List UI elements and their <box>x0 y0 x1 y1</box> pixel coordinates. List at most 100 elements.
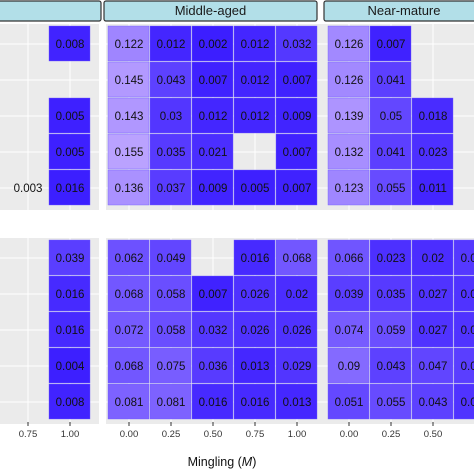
heatmap-cell <box>327 239 370 276</box>
cell-value-label: 0.012 <box>157 39 186 51</box>
facet-panel-5: 0.062 0.049 0.016 0.068 0.068 0.058 0.007 0.026… <box>106 238 326 424</box>
heatmap-cell <box>107 169 150 206</box>
heatmap-cell <box>411 383 454 420</box>
heatmap-cell <box>107 61 150 98</box>
cell-value-label: 0.035 <box>377 289 406 301</box>
heatmap-cell <box>233 25 276 62</box>
heatmap-cell <box>411 311 454 348</box>
heatmap-cell <box>411 133 454 170</box>
cell-value-label: 0.016 <box>56 289 85 301</box>
heatmap-cell <box>48 275 91 312</box>
cell-value-label: 0.062 <box>115 253 144 265</box>
heatmap-cell <box>275 25 318 62</box>
x-tick-label: 1.00 <box>288 429 307 440</box>
cell-value-label: 0.02 <box>422 253 444 265</box>
cell-value-label: 0.009 <box>199 183 228 195</box>
cell-value-label: 0.047 <box>419 361 448 373</box>
heatmap-cell <box>48 347 91 384</box>
heatmap-cell <box>149 311 192 348</box>
heatmap-cell <box>275 383 318 420</box>
heatmap-cell <box>149 275 192 312</box>
cell-value-label: 0.003 <box>14 183 43 195</box>
cell-value-label: 0.068 <box>115 361 144 373</box>
cell-value-label: 0.012 <box>199 111 228 123</box>
cell-value-label: 0.018 <box>419 111 448 123</box>
heatmap-cell <box>107 133 150 170</box>
heatmap-cell <box>233 347 276 384</box>
cell-value-label: 0.002 <box>199 39 228 51</box>
heatmap-cell <box>191 383 234 420</box>
cell-value-label: 0.039 <box>56 253 85 265</box>
heatmap-cell <box>149 239 192 276</box>
heatmap-cell <box>369 275 412 312</box>
cell-value-label: 0.039 <box>461 361 474 373</box>
heatmap-cell <box>107 347 150 384</box>
x-tick-label: 0.50 <box>204 429 223 440</box>
heatmap-cell <box>191 133 234 170</box>
cell-value-label: 0.055 <box>377 183 406 195</box>
cell-value-label: 0.059 <box>377 325 406 337</box>
cell-value-label: 0.008 <box>56 39 85 51</box>
cell-value-label: 0.051 <box>335 397 364 409</box>
heatmap-cell <box>48 25 91 62</box>
heatmap-cell <box>453 239 474 276</box>
heatmap-cell <box>107 239 150 276</box>
facet-strip <box>0 0 102 22</box>
cell-value-label: 0.007 <box>377 39 406 51</box>
heatmap-cell <box>275 133 318 170</box>
heatmap-cell <box>107 275 150 312</box>
x-axis-ticks: 0.75 1.00 0.00 0.25 0.50 0.75 1.00 0.00 0.25 0.50 <box>19 422 443 440</box>
cell-value-label: 0.009 <box>283 111 312 123</box>
x-tick-label: 0.00 <box>120 429 139 440</box>
facet-strip <box>323 0 474 22</box>
cell-value-label: 0.05 <box>380 111 402 123</box>
heatmap-cell <box>191 275 234 312</box>
cell-value-label: 0.005 <box>241 183 270 195</box>
cell-value-label: 0.049 <box>157 253 186 265</box>
heatmap-cell <box>275 275 318 312</box>
heatmap-cell <box>327 61 370 98</box>
heatmap-cell <box>411 169 454 206</box>
cell-value-label: 0.066 <box>335 253 364 265</box>
heatmap-cell <box>327 383 370 420</box>
heatmap-cell <box>149 169 192 206</box>
heatmap-cell <box>327 25 370 62</box>
facet-panel-2: 0.122 0.012 0.002 0.012 0.032 0.145 0.043 0.007… <box>103 0 326 210</box>
heatmap-cell <box>107 311 150 348</box>
cell-value-label: 0.021 <box>199 147 228 159</box>
cell-value-label: 0.122 <box>115 39 144 51</box>
facet-panels: 00.0080.00530.00530.0160.003ng0.1220.012… <box>0 0 474 424</box>
heatmap-cell <box>369 239 412 276</box>
facet-panel-6: 0.066 0.023 0.02 0.033 0.039 0.035 0.027 0.027 0… <box>326 238 474 424</box>
heatmap-cell <box>48 97 91 134</box>
heatmap-cell <box>191 61 234 98</box>
heatmap-cell <box>48 383 91 420</box>
cell-value-label: 0.043 <box>419 397 448 409</box>
cell-value-label: 0.007 <box>199 289 228 301</box>
cell-value-label: 0.023 <box>419 147 448 159</box>
heatmap-cell <box>275 169 318 206</box>
cell-value-label: 0.03 <box>160 111 182 123</box>
cell-value-label: 0.039 <box>335 289 364 301</box>
heatmap-cell <box>191 97 234 134</box>
cell-value-label: 0.058 <box>157 325 186 337</box>
heatmap-cell <box>48 169 91 206</box>
x-tick-label: 0.50 <box>424 429 443 440</box>
heatmap-cell <box>369 169 412 206</box>
x-tick-label: 0.25 <box>162 429 181 440</box>
heatmap-cell <box>149 133 192 170</box>
heatmap-cell <box>327 275 370 312</box>
cell-value-label: 0.013 <box>283 397 312 409</box>
cell-value-label: 0.055 <box>377 397 406 409</box>
heatmap-cell <box>369 61 412 98</box>
heatmap-cell <box>369 347 412 384</box>
cell-value-label: 0.143 <box>115 111 144 123</box>
heatmap-cell <box>149 347 192 384</box>
heatmap-cell <box>233 169 276 206</box>
x-tick-label: 0.00 <box>340 429 359 440</box>
cell-value-label: 0.072 <box>115 325 144 337</box>
heatmap-cell <box>369 383 412 420</box>
cell-value-label: 0.043 <box>157 75 186 87</box>
x-tick-label: 0.25 <box>382 429 401 440</box>
